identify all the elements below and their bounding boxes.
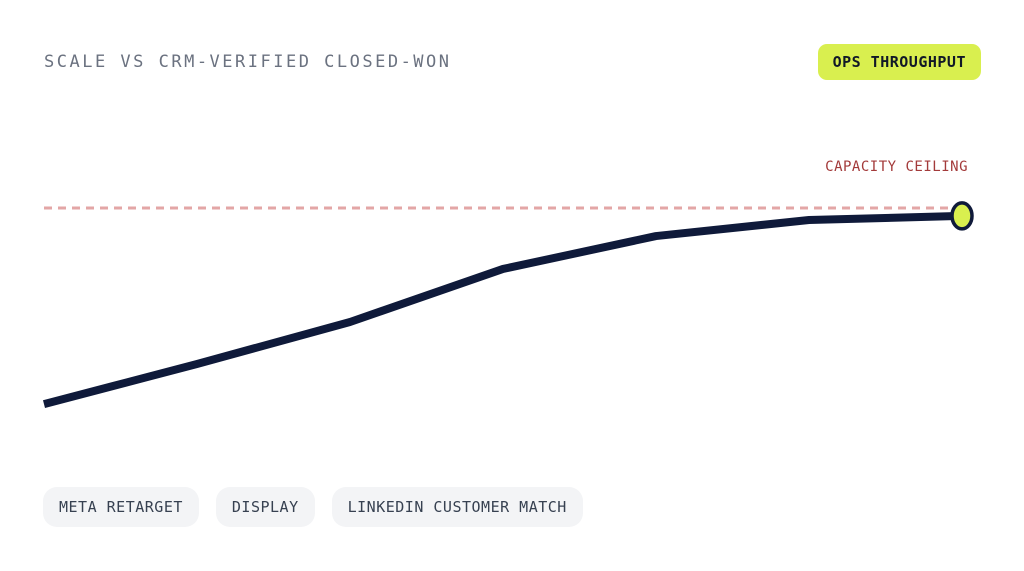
badge: OPS THROUGHPUT — [817, 44, 981, 80]
tag-chip[interactable]: LINKEDIN CUSTOMER MATCH — [331, 487, 583, 527]
tag-chip[interactable]: DISPLAY — [215, 487, 315, 527]
line — [42, 211, 963, 408]
chart-title: SCALE VS CRM-VERIFIED CLOSED-WON — [44, 52, 452, 72]
tag-list: META RETARGET DISPLAY LINKEDIN CUSTOMER MA… — [43, 487, 583, 527]
ceiling-label: CAPACITY CEILING — [825, 159, 968, 175]
end-marker — [950, 201, 974, 231]
tag-chip[interactable]: META RETARGET — [43, 487, 199, 527]
